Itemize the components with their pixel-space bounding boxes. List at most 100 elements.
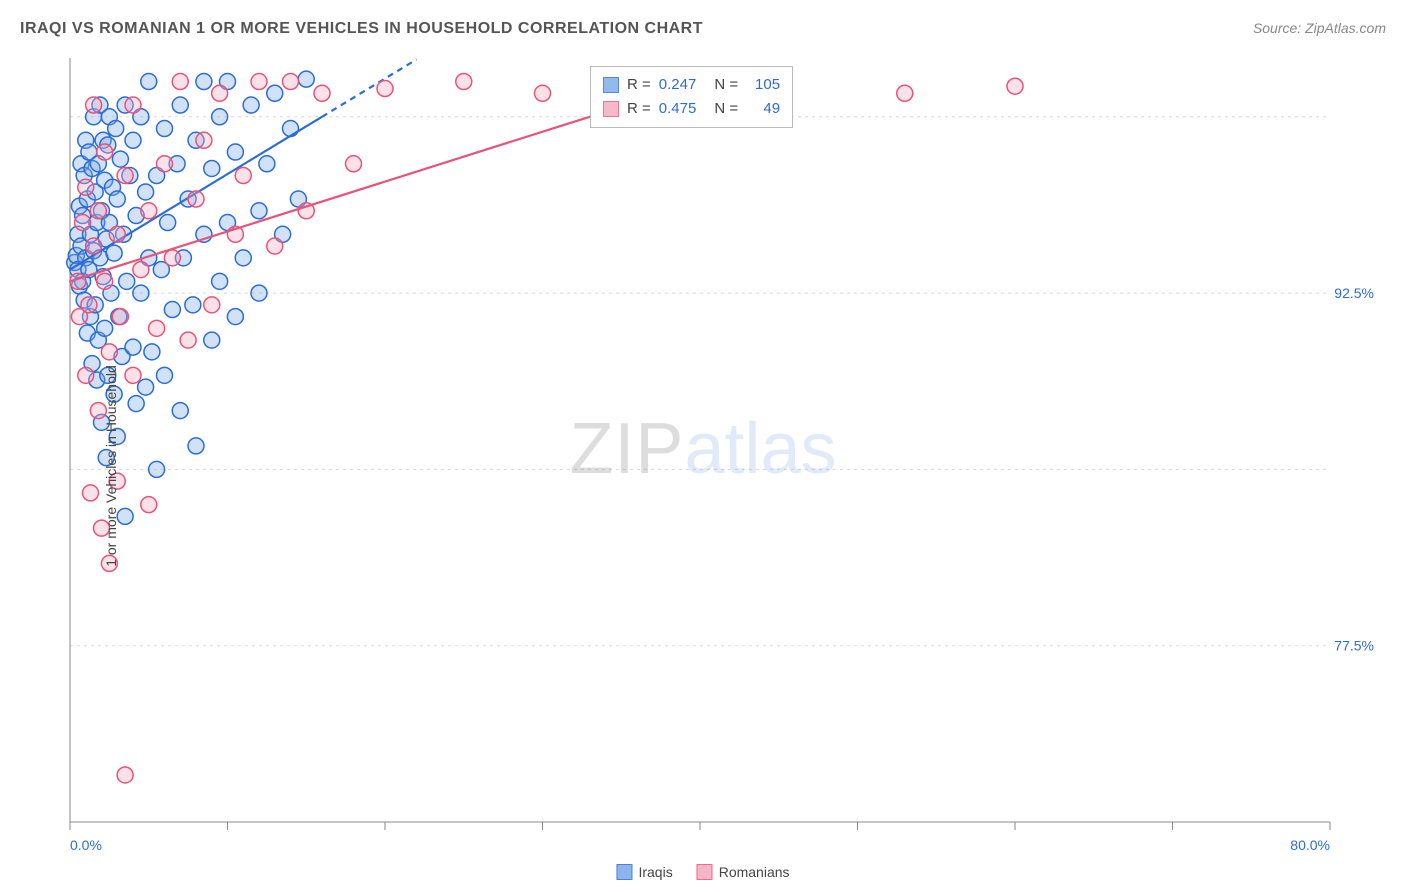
data-point <box>86 238 102 254</box>
data-point <box>81 297 97 313</box>
data-point <box>128 396 144 412</box>
series-legend: Iraqis Romanians <box>616 864 789 880</box>
data-point <box>112 151 128 167</box>
data-point <box>117 168 133 184</box>
stat-row-iraqis: R = 0.247 N = 105 <box>603 73 780 97</box>
data-point <box>172 403 188 419</box>
data-point <box>172 97 188 113</box>
data-point <box>243 97 259 113</box>
data-point <box>160 215 176 231</box>
legend-label: Iraqis <box>638 864 672 880</box>
data-point <box>117 508 133 524</box>
data-point <box>535 85 551 101</box>
legend-swatch <box>697 864 713 880</box>
y-axis-label: 1 or more Vehicles in Household <box>103 365 119 567</box>
data-point <box>164 302 180 318</box>
data-point <box>172 74 188 90</box>
data-point <box>188 438 204 454</box>
data-point <box>90 203 106 219</box>
data-point <box>212 273 228 289</box>
data-point <box>97 144 113 160</box>
data-point <box>235 250 251 266</box>
n-value: 105 <box>746 73 780 97</box>
data-point <box>283 121 299 137</box>
data-point <box>185 297 201 313</box>
data-point <box>108 121 124 137</box>
data-point <box>157 367 173 383</box>
data-point <box>212 85 228 101</box>
data-point <box>112 309 128 325</box>
legend-label: Romanians <box>719 864 790 880</box>
data-point <box>144 344 160 360</box>
data-point <box>141 497 157 513</box>
data-point <box>251 74 267 90</box>
data-point <box>251 203 267 219</box>
legend-item-iraqis: Iraqis <box>616 864 672 880</box>
r-value: 0.247 <box>659 73 697 97</box>
data-point <box>196 132 212 148</box>
data-point <box>141 203 157 219</box>
data-point <box>109 226 125 242</box>
data-point <box>138 184 154 200</box>
data-point <box>138 379 154 395</box>
data-point <box>267 85 283 101</box>
data-point <box>97 273 113 289</box>
data-point <box>125 339 141 355</box>
data-point <box>298 71 314 87</box>
data-point <box>97 320 113 336</box>
correlation-stats-legend: R = 0.247 N = 105R = 0.475 N = 49 <box>590 66 793 128</box>
r-label: R = <box>627 73 651 97</box>
data-point <box>101 344 117 360</box>
legend-swatch <box>603 101 619 117</box>
data-point <box>75 215 91 231</box>
x-axis-end-label: 0.0% <box>70 837 102 853</box>
data-point <box>259 156 275 172</box>
data-point <box>267 238 283 254</box>
y-tick-label: 77.5% <box>1334 638 1374 654</box>
x-axis-end-label: 80.0% <box>1290 837 1330 853</box>
trend-line-dash-iraqis <box>322 59 417 116</box>
source-attribution: Source: ZipAtlas.com <box>1253 20 1386 38</box>
data-point <box>227 309 243 325</box>
data-point <box>125 367 141 383</box>
data-point <box>164 250 180 266</box>
legend-swatch <box>603 77 619 93</box>
data-point <box>133 285 149 301</box>
scatter-chart-svg: 77.5% 92.5% 0.0% 80.0% <box>20 50 1386 870</box>
chart-area: 1 or more Vehicles in Household 77.5% 92.… <box>20 50 1386 882</box>
data-point <box>196 74 212 90</box>
y-tick-label: 92.5% <box>1334 285 1374 301</box>
n-value: 49 <box>746 97 780 121</box>
r-value: 0.475 <box>659 97 697 121</box>
source-name: ZipAtlas.com <box>1305 20 1386 36</box>
source-prefix: Source: <box>1253 20 1305 36</box>
data-point <box>149 320 165 336</box>
data-point <box>180 332 196 348</box>
data-point <box>82 485 98 501</box>
data-point <box>1007 78 1023 94</box>
data-point <box>283 74 299 90</box>
data-point <box>78 367 94 383</box>
data-point <box>117 767 133 783</box>
legend-item-romanians: Romanians <box>697 864 790 880</box>
data-point <box>157 121 173 137</box>
data-point <box>157 156 173 172</box>
data-point <box>251 285 267 301</box>
data-point <box>314 85 330 101</box>
legend-swatch <box>616 864 632 880</box>
data-point <box>204 160 220 176</box>
data-point <box>141 74 157 90</box>
data-point <box>227 144 243 160</box>
stat-row-romanians: R =0.475N =49 <box>603 97 780 121</box>
series-romanians <box>70 74 1023 783</box>
data-point <box>377 81 393 97</box>
n-label: N = <box>714 97 738 121</box>
data-point <box>346 156 362 172</box>
data-point <box>86 97 102 113</box>
data-point <box>897 85 913 101</box>
data-point <box>125 97 141 113</box>
data-point <box>212 109 228 125</box>
data-point <box>456 74 472 90</box>
data-point <box>125 132 141 148</box>
n-label: N = <box>714 73 738 97</box>
